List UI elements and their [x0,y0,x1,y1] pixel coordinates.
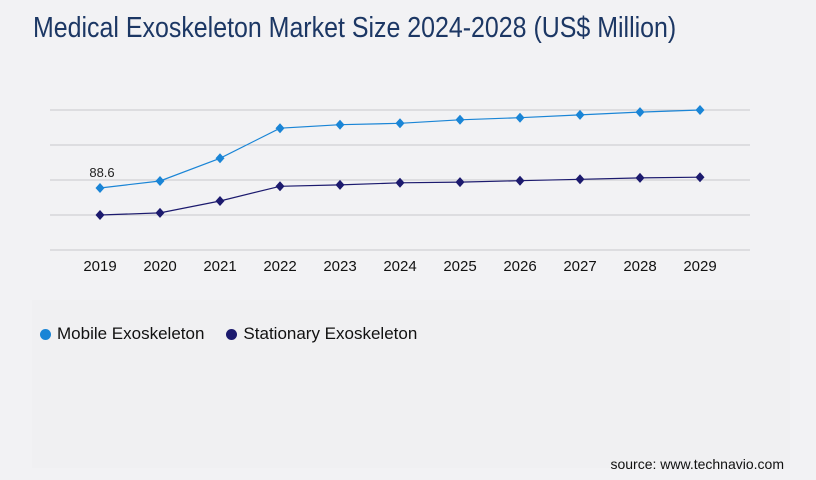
data-point [395,177,405,188]
x-tick-label: 2029 [683,258,716,275]
legend-item-stationary: Stationary Exoskeleton [226,324,417,344]
data-point [155,175,165,186]
x-tick-label: 2021 [203,258,236,275]
data-point [95,210,105,220]
data-point [335,119,345,130]
data-label: 88.6 [89,165,114,180]
legend-panel [32,300,790,468]
data-point [575,174,585,185]
legend-marker-mobile-icon [40,328,51,340]
legend-label: Stationary Exoskeleton [243,324,418,343]
data-point [275,181,285,192]
source-text: source: www.technavio.com [610,456,784,472]
data-point [215,196,225,206]
data-point [335,179,345,190]
data-point [515,112,525,123]
data-point [95,182,105,193]
legend-marker-stationary-icon [226,328,238,340]
x-tick-label: 2028 [623,258,656,275]
data-point [635,172,645,183]
data-point [275,123,285,134]
line-chart: 2019 2020 2021 2022 2023 2024 2025 2026 2027 2028… [50,105,750,275]
chart-title: Medical Exoskeleton Market Size 2024-202… [33,12,677,44]
data-point [695,105,705,115]
x-tick-label: 2024 [383,258,416,275]
x-tick-label: 2025 [443,258,476,275]
x-tick-label: 2020 [143,258,176,275]
data-point [575,109,585,120]
data-point [155,207,165,218]
legend-label: Mobile Exoskeleton [57,324,205,343]
data-point [215,153,225,164]
data-point [695,172,705,183]
data-point [455,114,465,125]
legend-item-mobile: Mobile Exoskeleton [40,324,204,344]
data-point [455,177,465,188]
x-tick-label: 2027 [563,258,596,275]
x-tick-label: 2026 [503,258,536,275]
legend: Mobile Exoskeleton Stationary Exoskeleto… [40,324,439,344]
x-tick-label: 2023 [323,258,356,275]
x-tick-label: 2019 [83,258,116,275]
data-point [395,118,405,129]
data-point [515,175,525,186]
x-tick-label: 2022 [263,258,296,275]
data-point [635,107,645,118]
